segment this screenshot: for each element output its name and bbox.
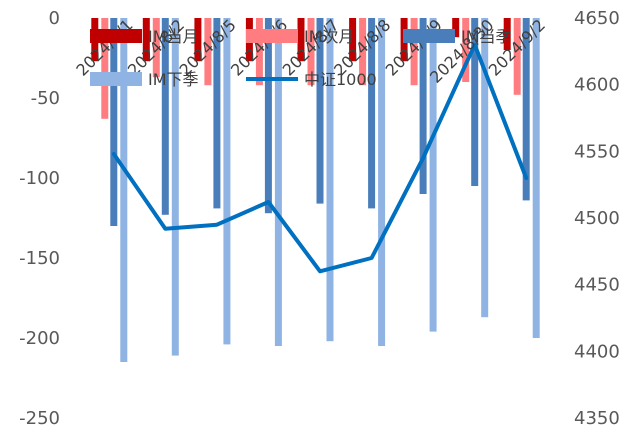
bar-IM下季-2024/8/9 [429, 18, 437, 332]
legend-label: IM下季 [148, 70, 199, 89]
legend-swatch [403, 29, 455, 43]
bar-IM下季-2024/8/1 [120, 18, 128, 362]
line-layer [111, 42, 529, 274]
left-tick-label: -50 [31, 88, 60, 109]
legend-item: 中证1000 [246, 70, 377, 89]
bar-IM当季-2024/8/1 [110, 18, 118, 226]
bar-IM下季-2024/8/6 [274, 18, 282, 346]
bar-IM当季-2024/8/8 [368, 18, 376, 209]
bar-IM下季-2024/8/30 [481, 18, 489, 318]
bar-IM次月-2024/8/5 [204, 18, 212, 86]
legend-item: IM当月 [90, 27, 199, 46]
bar-IM当月-2024/8/8 [349, 18, 357, 62]
bar-IM次月-2024/8/30 [462, 18, 470, 82]
bar-layer [91, 18, 540, 362]
legend-item: IM当季 [403, 27, 512, 46]
bar-IM当季-2024/8/6 [264, 18, 272, 214]
right-tick-label: 4600 [574, 75, 620, 96]
bar-IM次月-2024/8/8 [359, 18, 367, 86]
bar-IM当月-2024/8/2 [142, 18, 150, 62]
left-tick-label: -200 [19, 328, 60, 349]
bar-IM下季-2024/8/5 [223, 18, 231, 345]
right-tick-label: 4350 [574, 408, 620, 429]
bar-IM当季-2024/8/7 [316, 18, 324, 204]
bar-IM下季-2024/9/2 [532, 18, 540, 338]
bar-IM次月-2024/8/1 [101, 18, 109, 119]
legend-label: IM次月 [304, 27, 355, 46]
legend-label: IM当月 [148, 27, 199, 46]
legend-swatch [246, 29, 298, 43]
right-tick-label: 4500 [574, 208, 620, 229]
left-tick-label: -100 [19, 168, 60, 189]
bar-IM次月-2024/8/2 [152, 18, 160, 78]
bar-IM次月-2024/8/6 [255, 18, 263, 86]
bar-IM次月-2024/8/9 [410, 18, 418, 86]
left-tick-label: -250 [19, 408, 60, 429]
bar-IM下季-2024/8/7 [326, 18, 334, 342]
line-series [111, 42, 529, 274]
right-tick-label: 4450 [574, 275, 620, 296]
bar-IM当季-2024/9/2 [522, 18, 530, 201]
legend: IM当月 IM次月 IM当季 IM下季 中证1000 [90, 27, 512, 89]
bar-IM当季-2024/8/2 [161, 18, 169, 215]
left-tick-label: 0 [49, 8, 60, 29]
legend-item: IM次月 [246, 27, 355, 46]
legend-label: 中证1000 [304, 70, 377, 89]
legend-label: IM当季 [461, 27, 512, 46]
left-axis: 0 -50 -100 -150 -200 -250 [19, 8, 60, 429]
bar-IM次月-2024/9/2 [513, 18, 521, 95]
right-tick-label: 4400 [574, 341, 620, 362]
bar-IM当月-2024/8/5 [194, 18, 202, 62]
bar-IM当季-2024/8/5 [213, 18, 221, 209]
bar-IM下季-2024/8/2 [171, 18, 179, 356]
right-axis: 4650 4600 4550 4500 4450 4400 4350 [574, 8, 620, 429]
bar-IM当季-2024/8/9 [419, 18, 427, 194]
bar-IM当季-2024/8/30 [471, 18, 479, 186]
right-tick-label: 4650 [574, 8, 620, 29]
bar-IM当月-2024/9/2 [503, 18, 511, 50]
bar-IM次月-2024/8/7 [307, 18, 315, 86]
legend-swatch [90, 29, 142, 43]
legend-swatch [90, 72, 142, 86]
bar-IM当月-2024/8/30 [452, 18, 460, 38]
right-tick-label: 4550 [574, 141, 620, 162]
left-tick-label: -150 [19, 248, 60, 269]
legend-item: IM下季 [90, 70, 199, 89]
bar-IM下季-2024/8/8 [378, 18, 386, 346]
bar-IM当月-2024/8/7 [297, 18, 305, 62]
